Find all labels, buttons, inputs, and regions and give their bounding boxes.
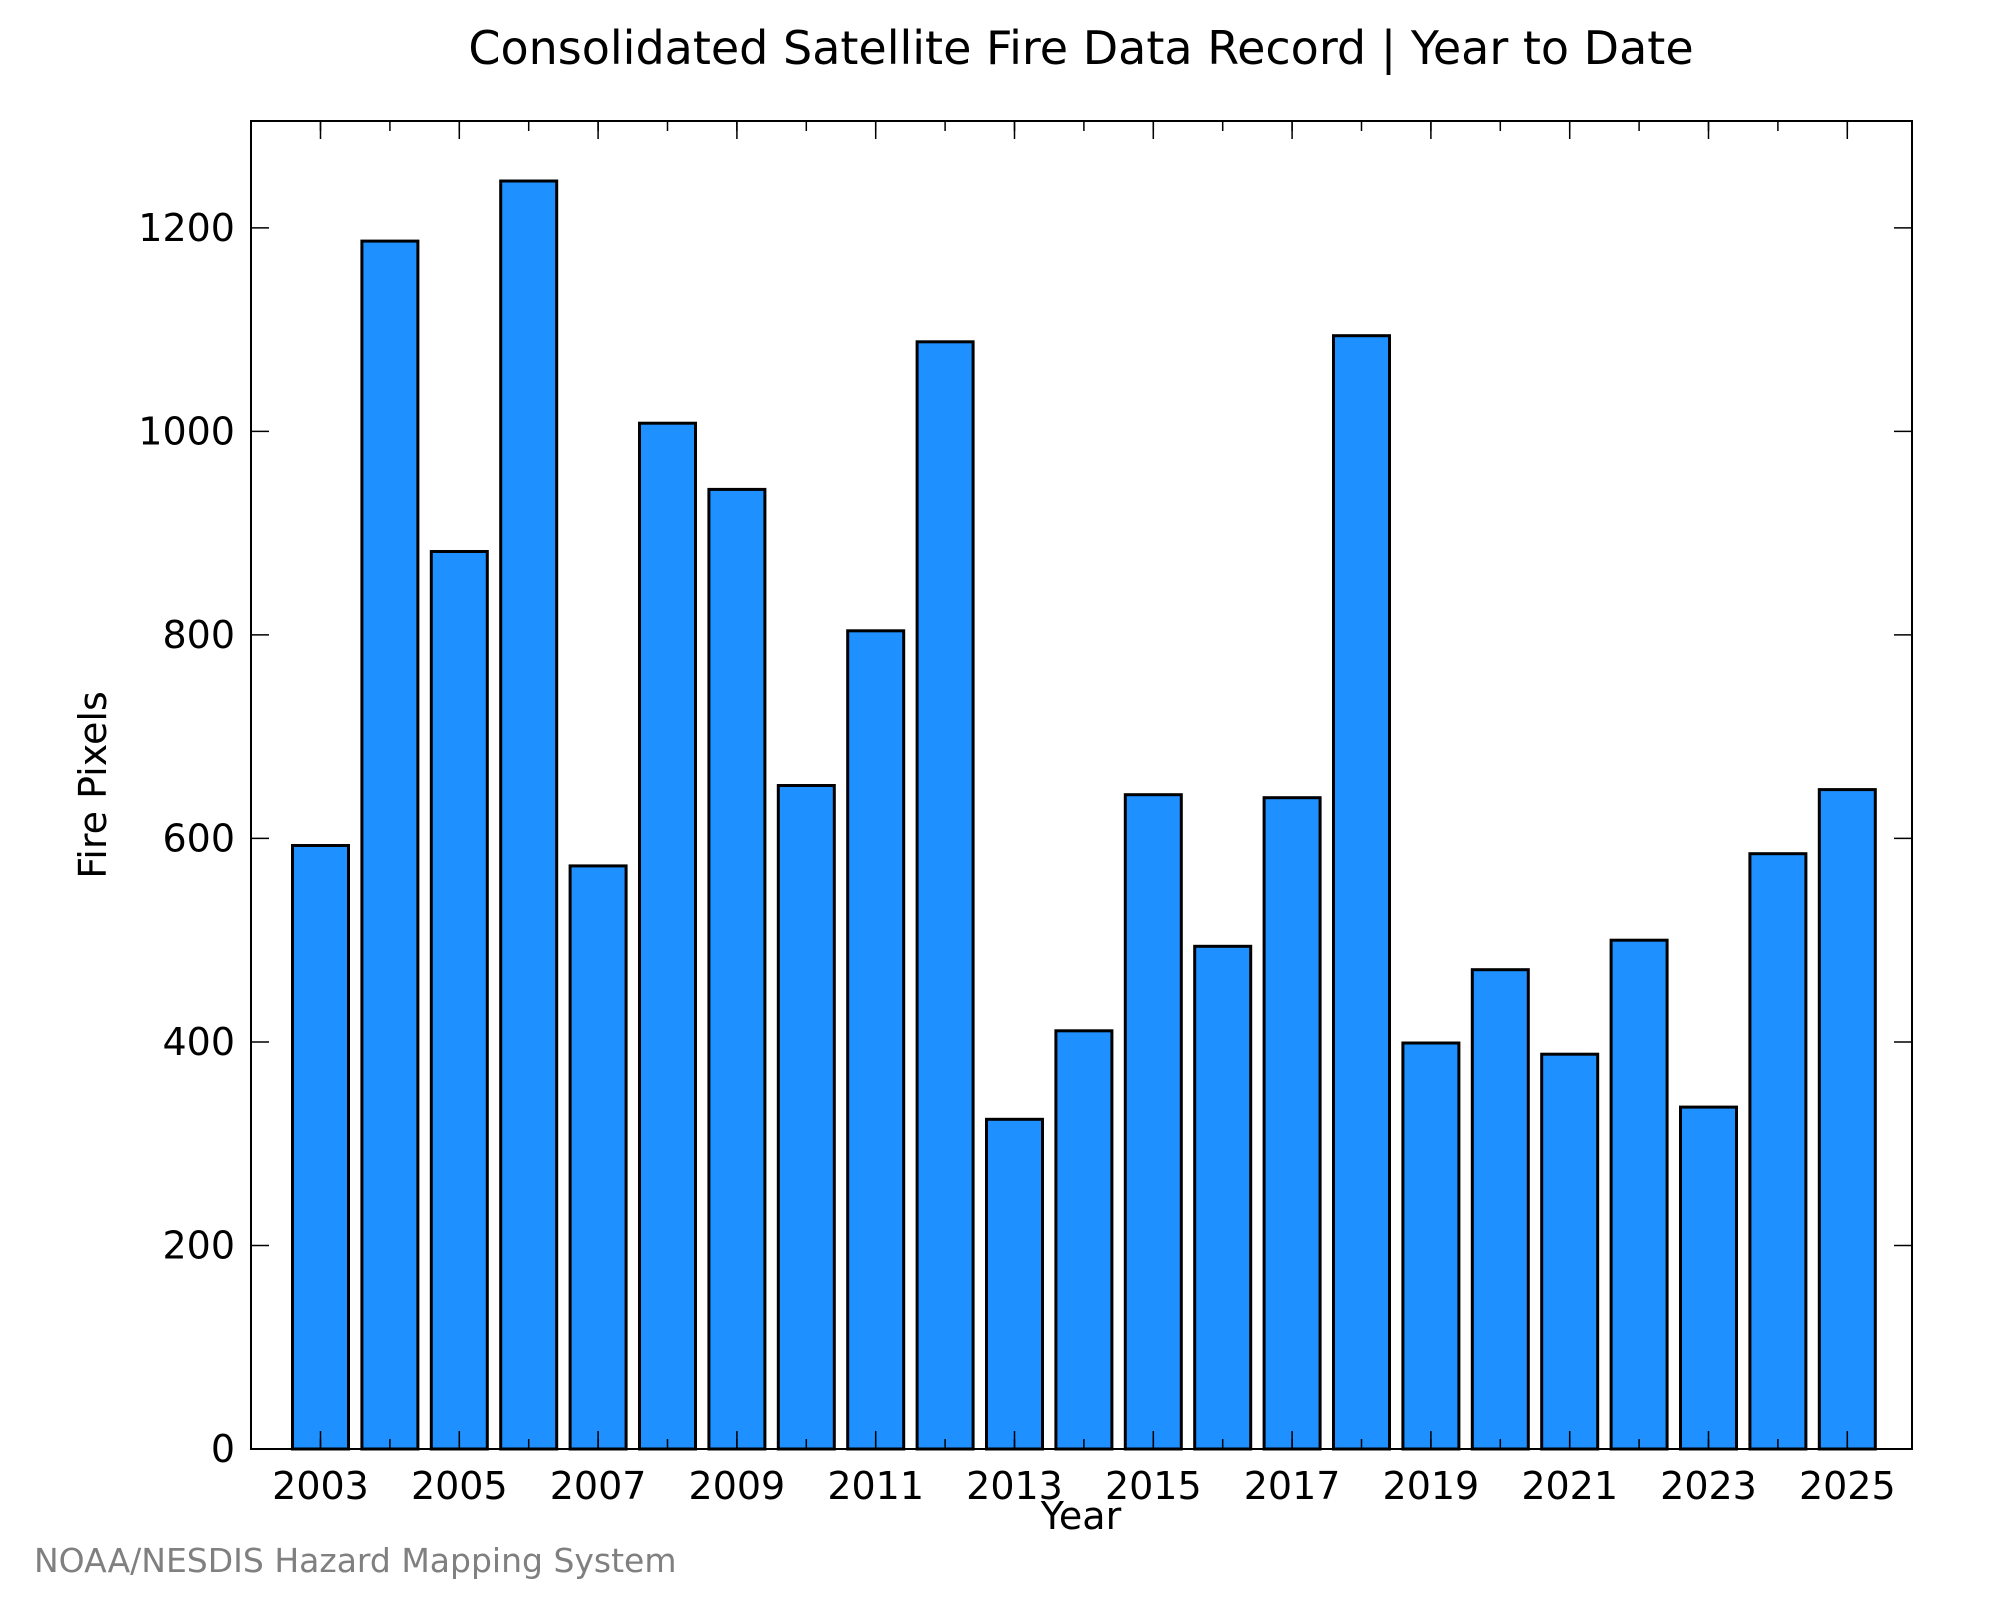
x-tick-label-2023: 2023 [1660, 1464, 1757, 1508]
y-tick-label-200: 200 [162, 1223, 235, 1267]
bar-2009 [707, 487, 767, 1451]
x-tick-label-2013: 2013 [966, 1464, 1063, 1508]
bar-2015 [1123, 793, 1183, 1451]
bar-2004 [360, 239, 420, 1451]
bar-2019 [1401, 1041, 1461, 1451]
x-tick-label-2005: 2005 [411, 1464, 508, 1508]
bar-2005 [429, 550, 489, 1451]
bar-2018 [1332, 334, 1391, 1451]
bar-2014 [1054, 1029, 1114, 1451]
x-tick-label-2025: 2025 [1799, 1464, 1896, 1508]
y-tick-label-0: 0 [211, 1427, 235, 1471]
bar-2006 [499, 179, 559, 1451]
ticks-group: 0 200 400 600 800 1000 1200 2003 2005 2007 2009 201… [138, 121, 1912, 1508]
bar-2007 [568, 864, 628, 1451]
x-tick-label-2021: 2021 [1521, 1464, 1618, 1508]
bar-2010 [776, 784, 836, 1451]
bar-2008 [638, 421, 697, 1451]
y-tick-label-1200: 1200 [138, 206, 235, 250]
bar-2021 [1540, 1052, 1600, 1451]
bar-2024 [1748, 852, 1808, 1451]
y-tick-label-400: 400 [162, 1020, 235, 1064]
x-axis-label: Year [1040, 1494, 1122, 1538]
x-tick-label-2009: 2009 [689, 1464, 786, 1508]
x-tick-label-2003: 2003 [272, 1464, 369, 1508]
bar-2020 [1470, 968, 1530, 1451]
chart-title: Consolidated Satellite Fire Data Record … [468, 21, 1693, 76]
x-tick-label-2019: 2019 [1383, 1464, 1480, 1508]
footer-credit: NOAA/NESDIS Hazard Mapping System [34, 1541, 677, 1580]
bar-2025 [1817, 788, 1877, 1451]
bar-2022 [1609, 938, 1669, 1451]
bar-2012 [915, 340, 975, 1451]
x-tick-label-2007: 2007 [550, 1464, 647, 1508]
bar-2016 [1193, 944, 1253, 1451]
y-tick-label-800: 800 [162, 613, 235, 657]
bar-2003 [291, 844, 350, 1451]
x-tick-label-2015: 2015 [1105, 1464, 1202, 1508]
bar-2013 [985, 1117, 1044, 1451]
plot-frame [250, 120, 1913, 1450]
y-tick-label-1000: 1000 [138, 409, 235, 453]
bar-2023 [1679, 1105, 1738, 1451]
bar-2017 [1262, 796, 1322, 1451]
bars-group [291, 179, 1877, 1451]
x-tick-label-2011: 2011 [827, 1464, 924, 1508]
y-axis-label: Fire Pixels [71, 691, 115, 879]
y-tick-label-600: 600 [162, 816, 235, 860]
x-tick-label-2017: 2017 [1244, 1464, 1341, 1508]
bar-2011 [846, 629, 906, 1451]
